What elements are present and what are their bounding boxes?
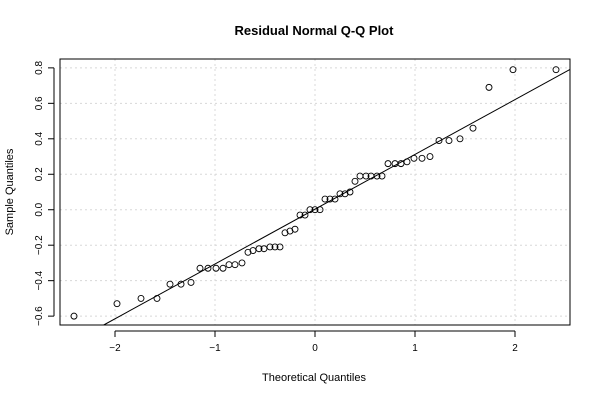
y-tick-label: −0.2: [34, 235, 45, 255]
data-point: [238, 259, 246, 267]
data-point: [244, 248, 252, 256]
x-axis-label: Theoretical Quantiles: [262, 372, 366, 384]
data-point: [403, 158, 411, 166]
data-point: [336, 190, 344, 198]
data-point: [177, 280, 185, 288]
x-tick-label: 2: [512, 343, 518, 354]
data-point: [331, 195, 339, 203]
data-point: [113, 300, 121, 308]
data-point: [373, 172, 381, 180]
data-point: [321, 195, 329, 203]
x-tick-label: −2: [109, 343, 121, 354]
data-point: [509, 66, 517, 74]
data-point: [351, 177, 359, 185]
data-point: [426, 153, 434, 160]
data-point: [70, 312, 78, 320]
data-point: [306, 206, 314, 214]
y-axis: −0.6 −0.4 −0.2 0.0 0.2 0.4 0.6 0.8: [34, 60, 55, 326]
x-tick-label: −1: [209, 343, 221, 354]
data-point: [418, 154, 426, 162]
data-point: [271, 243, 279, 251]
data-point: [301, 211, 309, 219]
data-point: [435, 137, 443, 145]
data-point: [196, 264, 204, 272]
data-points: [70, 66, 560, 320]
data-point: [219, 264, 227, 272]
data-point: [276, 243, 284, 251]
y-axis-label: Sample Quantiles: [4, 148, 16, 235]
data-point: [410, 154, 418, 162]
grid: [60, 59, 570, 325]
data-point: [255, 245, 263, 253]
y-tick-label: 0.6: [34, 96, 45, 110]
y-tick-label: −0.4: [34, 270, 45, 290]
data-point: [341, 190, 349, 198]
data-point: [316, 206, 324, 214]
y-tick-label: 0.8: [34, 60, 45, 74]
data-point: [225, 261, 233, 269]
data-point: [378, 172, 386, 180]
data-point: [166, 280, 174, 288]
x-tick-label: 1: [412, 343, 418, 354]
data-point: [485, 83, 493, 91]
data-point: [397, 160, 405, 168]
data-point: [153, 294, 161, 302]
qq-reference-line: [103, 69, 571, 326]
data-point: [231, 261, 239, 269]
data-point: [469, 124, 477, 132]
plot-frame: [59, 58, 571, 326]
data-point: [456, 135, 464, 143]
data-point: [260, 245, 268, 253]
data-point: [311, 206, 319, 214]
y-tick-label: 0.0: [34, 202, 45, 216]
y-tick-label: 0.4: [34, 131, 45, 145]
chart-title: Residual Normal Q-Q Plot: [235, 23, 395, 38]
data-point: [249, 247, 257, 254]
data-point: [204, 264, 212, 272]
x-tick-label: 0: [312, 343, 318, 354]
data-point: [212, 264, 220, 272]
data-point: [291, 225, 299, 233]
data-point: [266, 243, 274, 251]
data-point: [384, 160, 392, 168]
data-point: [296, 211, 304, 219]
data-point: [362, 172, 370, 180]
x-axis: −2 −1 0 1 2: [109, 330, 518, 354]
data-point: [281, 229, 289, 237]
data-point: [286, 227, 294, 235]
y-tick-label: 0.2: [34, 167, 45, 181]
data-point: [326, 195, 334, 203]
data-point: [445, 137, 453, 145]
data-point: [137, 294, 145, 302]
data-point: [346, 188, 354, 196]
data-point: [552, 66, 560, 74]
y-tick-label: −0.6: [34, 306, 45, 326]
reference-line-group: [103, 69, 571, 326]
data-point: [187, 278, 195, 286]
